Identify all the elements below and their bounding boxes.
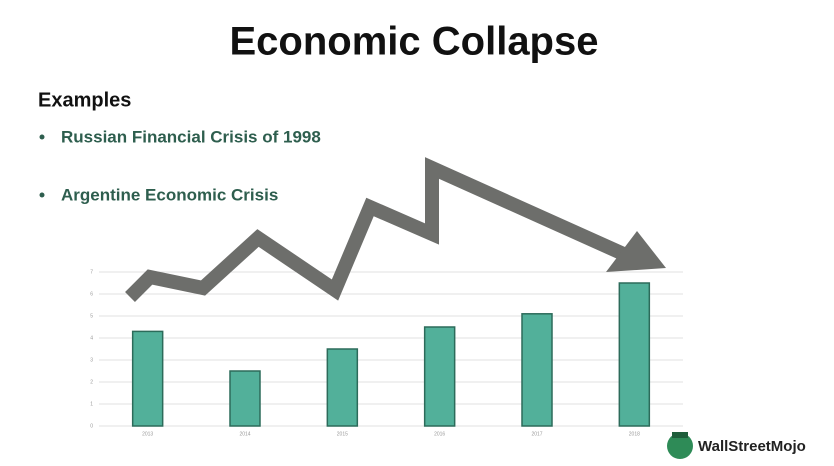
bar [521, 313, 553, 427]
bullet-dot [39, 134, 45, 140]
x-tick-label: 2017 [531, 431, 542, 437]
y-tick-label: 5 [90, 313, 93, 319]
bullet-text: Russian Financial Crisis of 1998 [61, 127, 321, 146]
x-tick-label: 2013 [142, 431, 153, 437]
logo-icon [667, 433, 693, 459]
bar [229, 370, 261, 427]
arrow-head [606, 231, 666, 272]
y-tick-label: 4 [90, 335, 93, 341]
subtitle: Examples [38, 89, 131, 111]
logo-hat [672, 432, 688, 438]
bar [423, 326, 456, 427]
bullet-dot [39, 192, 45, 198]
y-tick-label: 2 [90, 379, 93, 385]
y-tick-label: 7 [90, 269, 93, 275]
x-tick-label: 2018 [629, 431, 640, 437]
x-tick-label: 2015 [337, 431, 348, 437]
y-tick-label: 1 [90, 401, 93, 407]
y-tick-label: 0 [90, 423, 93, 429]
y-tick-label: 3 [90, 357, 93, 363]
bullet-text: Argentine Economic Crisis [61, 185, 278, 204]
bar [326, 348, 359, 427]
bar [618, 282, 651, 427]
chart-bars: 2013 2014 2015 2016 2017 2018 [131, 282, 651, 437]
x-tick-label: 2016 [434, 431, 445, 437]
trend-arrow [125, 157, 631, 302]
x-tick-label: 2014 [239, 431, 250, 437]
y-tick-label: 6 [90, 291, 93, 297]
logo: WallStreetMojo [667, 432, 806, 459]
chart-grid: 0 1 2 3 4 5 6 7 [90, 269, 683, 429]
bar [131, 330, 164, 427]
logo-text: WallStreetMojo [698, 438, 806, 455]
slide-title: Economic Collapse [230, 20, 599, 64]
